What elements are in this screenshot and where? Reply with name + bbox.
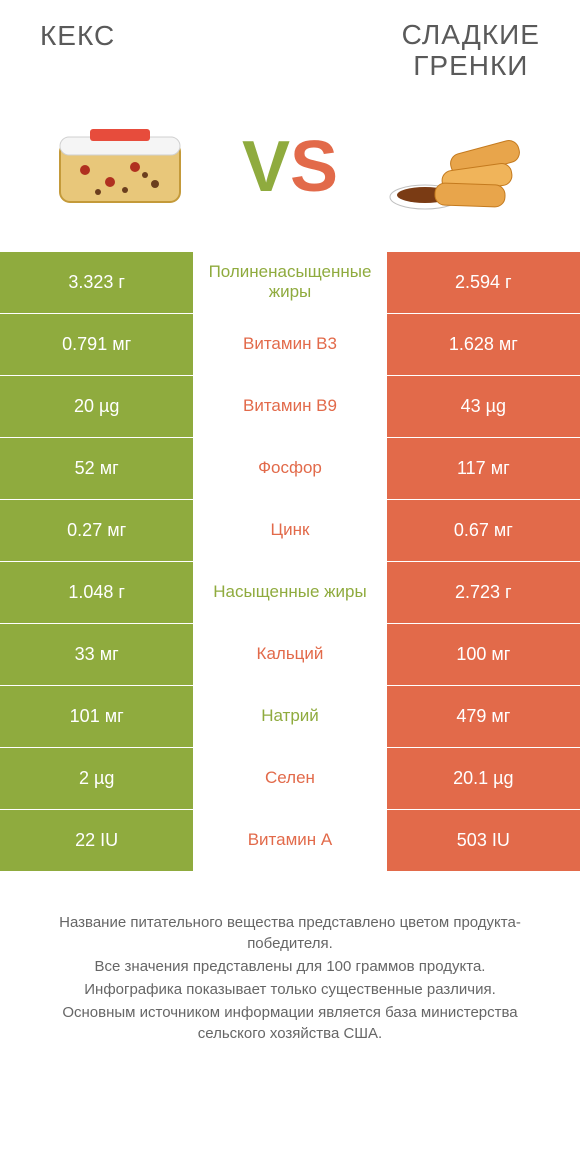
nutrient-label: Витамин A [193, 810, 386, 871]
table-row: 0.791 мгВитамин B31.628 мг [0, 314, 580, 376]
product-right-title-line2: ГРЕНКИ [413, 50, 528, 81]
right-value: 2.723 г [387, 562, 580, 623]
left-value: 0.27 мг [0, 500, 193, 561]
footer-line-3: Инфографика показывает только существенн… [30, 979, 550, 1000]
right-value: 100 мг [387, 624, 580, 685]
table-row: 20 µgВитамин B943 µg [0, 376, 580, 438]
vs-s: S [290, 126, 338, 208]
nutrient-label: Витамин B9 [193, 376, 386, 437]
right-value: 2.594 г [387, 252, 580, 313]
french-toast-sticks-icon [380, 112, 540, 222]
footer-notes: Название питательного вещества представл… [0, 872, 580, 1066]
right-value: 20.1 µg [387, 748, 580, 809]
vs-label: VS [242, 126, 338, 208]
left-value: 52 мг [0, 438, 193, 499]
table-row: 0.27 мгЦинк0.67 мг [0, 500, 580, 562]
vs-v: V [242, 126, 290, 208]
right-value: 43 µg [387, 376, 580, 437]
footer-line-2: Все значения представлены для 100 граммо… [30, 956, 550, 977]
nutrient-label: Кальций [193, 624, 386, 685]
left-value: 2 µg [0, 748, 193, 809]
right-value: 0.67 мг [387, 500, 580, 561]
table-row: 101 мгНатрий479 мг [0, 686, 580, 748]
product-left-title: КЕКС [40, 20, 115, 82]
nutrient-label: Селен [193, 748, 386, 809]
comparison-table: 3.323 гПолиненасыщенные жиры2.594 г0.791… [0, 252, 580, 872]
right-value: 1.628 мг [387, 314, 580, 375]
nutrient-label: Полиненасыщенные жиры [193, 252, 386, 313]
table-row: 1.048 гНасыщенные жиры2.723 г [0, 562, 580, 624]
footer-line-1: Название питательного вещества представл… [30, 912, 550, 954]
product-left-image [40, 112, 200, 222]
right-value: 503 IU [387, 810, 580, 871]
footer-line-4: Основным источником информации является … [30, 1002, 550, 1044]
nutrient-label: Натрий [193, 686, 386, 747]
right-value: 117 мг [387, 438, 580, 499]
table-row: 52 мгФосфор117 мг [0, 438, 580, 500]
table-row: 33 мгКальций100 мг [0, 624, 580, 686]
infographic-container: КЕКС СЛАДКИЕ ГРЕНКИ VS [0, 0, 580, 1174]
product-right-title-line1: СЛАДКИЕ [402, 19, 540, 50]
right-value: 479 мг [387, 686, 580, 747]
table-row: 22 IUВитамин A503 IU [0, 810, 580, 872]
images-row: VS [0, 92, 580, 252]
left-value: 0.791 мг [0, 314, 193, 375]
left-value: 20 µg [0, 376, 193, 437]
nutrient-label: Цинк [193, 500, 386, 561]
product-right-image [380, 112, 540, 222]
nutrient-label: Насыщенные жиры [193, 562, 386, 623]
left-value: 33 мг [0, 624, 193, 685]
product-right-title: СЛАДКИЕ ГРЕНКИ [402, 20, 540, 82]
fruitcake-icon [40, 112, 200, 222]
left-value: 22 IU [0, 810, 193, 871]
table-row: 3.323 гПолиненасыщенные жиры2.594 г [0, 252, 580, 314]
left-value: 3.323 г [0, 252, 193, 313]
header: КЕКС СЛАДКИЕ ГРЕНКИ [0, 0, 580, 92]
table-row: 2 µgСелен20.1 µg [0, 748, 580, 810]
left-value: 1.048 г [0, 562, 193, 623]
left-value: 101 мг [0, 686, 193, 747]
nutrient-label: Фосфор [193, 438, 386, 499]
nutrient-label: Витамин B3 [193, 314, 386, 375]
